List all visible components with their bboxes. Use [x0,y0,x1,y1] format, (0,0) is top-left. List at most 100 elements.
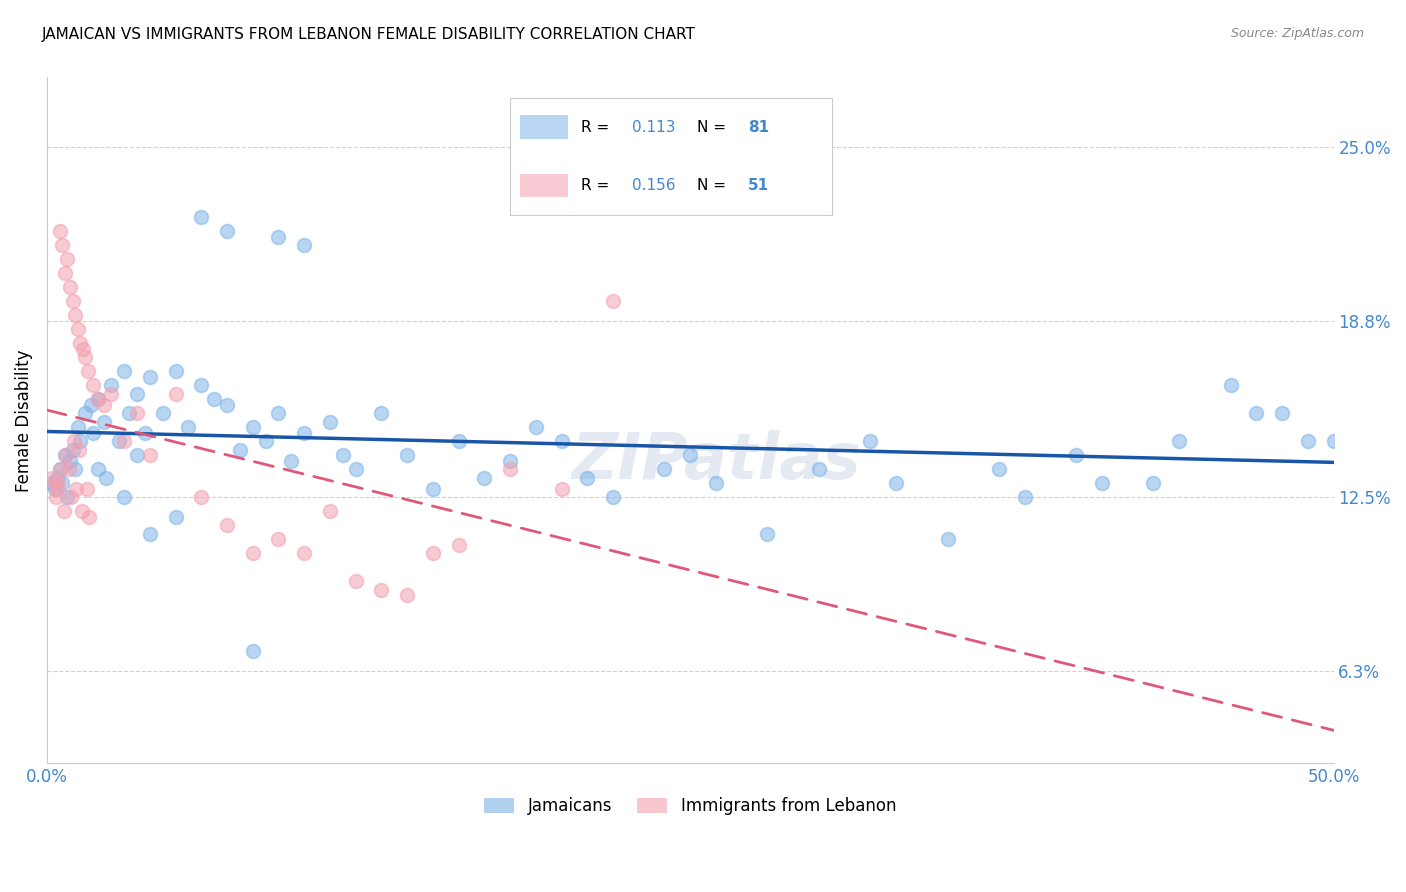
Point [48,476,70,491]
Point [87,392,110,407]
Point [79,509,101,524]
Point [56,252,79,267]
Point [215,398,238,412]
Point [82,425,104,440]
Point [280,454,302,468]
Point [55,448,77,462]
Point [62,442,84,457]
Point [267,533,290,547]
Point [242,546,264,560]
Point [53,448,76,462]
Point [67,442,90,457]
Point [576,470,599,484]
Point [332,448,354,462]
Point [679,448,702,462]
Point [422,482,444,496]
Point [396,448,419,462]
Point [77,364,100,378]
Point [319,504,342,518]
Text: ZIPatlas: ZIPatlas [571,431,860,492]
Point [229,442,252,457]
Point [49,462,72,476]
Point [44,476,66,491]
Point [62,294,84,309]
Point [884,476,907,491]
Point [1014,490,1036,504]
Point [63,309,86,323]
Point [215,224,238,238]
Point [202,392,225,407]
Point [190,378,212,392]
Point [447,538,470,552]
Text: JAMAICAN VS IMMIGRANTS FROM LEBANON FEMALE DISABILITY CORRELATION CHART: JAMAICAN VS IMMIGRANTS FROM LEBANON FEMA… [42,27,696,42]
Y-axis label: Female Disability: Female Disability [15,349,32,491]
Point [53,266,76,280]
Point [152,406,174,420]
Point [499,462,522,476]
Point [1271,406,1294,420]
Point [112,434,135,449]
Point [807,462,830,476]
Point [65,482,87,496]
Point [165,509,187,524]
Point [859,434,882,449]
Point [139,370,162,384]
Point [70,504,93,518]
Point [292,425,315,440]
Point [118,406,141,420]
Point [66,420,89,434]
Point [41,470,63,484]
Point [69,336,91,351]
Point [165,364,187,378]
Point [1246,406,1268,420]
Point [72,342,94,356]
Point [1219,378,1241,392]
Point [112,490,135,504]
Point [125,386,148,401]
Point [370,406,392,420]
Point [82,378,104,392]
Point [292,238,315,252]
Point [100,386,122,401]
Point [45,490,67,504]
Point [1168,434,1191,449]
Point [125,448,148,462]
Point [100,378,122,392]
Point [654,462,676,476]
Point [75,406,97,420]
Legend: Jamaicans, Immigrants from Lebanon: Jamaicans, Immigrants from Lebanon [477,789,904,823]
Point [550,434,572,449]
Point [93,415,115,429]
Point [44,482,66,496]
Point [344,574,367,589]
Point [756,526,779,541]
Text: Source: ZipAtlas.com: Source: ZipAtlas.com [1230,27,1364,40]
Point [46,482,69,496]
Point [177,420,200,434]
Point [139,448,162,462]
Point [267,230,290,244]
Point [93,398,115,412]
Point [165,386,187,401]
Point [1091,476,1114,491]
Point [139,526,162,541]
Point [46,470,69,484]
Point [190,490,212,504]
Point [267,406,290,420]
Point [422,546,444,560]
Point [76,482,98,496]
Point [550,482,572,496]
Point [704,476,727,491]
Point [190,211,212,225]
Point [63,434,86,449]
Point [112,364,135,378]
Point [94,470,117,484]
Point [75,351,97,365]
Point [125,406,148,420]
Point [52,504,75,518]
Point [1142,476,1164,491]
Point [292,546,315,560]
Point [87,462,110,476]
Point [602,294,624,309]
Point [60,490,83,504]
